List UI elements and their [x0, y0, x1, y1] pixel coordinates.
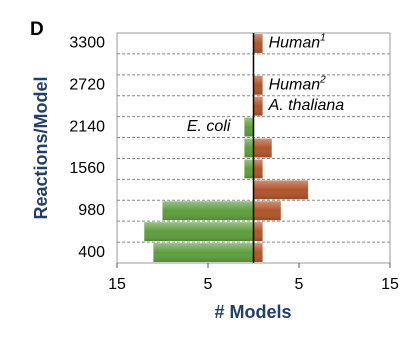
y-tick-label: 980	[78, 202, 105, 219]
annotation-text: A. thaliana	[268, 97, 345, 114]
annotation-text: Human	[269, 76, 321, 93]
annotation: A. thaliana	[268, 97, 345, 114]
bar-shade	[253, 222, 263, 242]
x-tick-label: 5	[295, 276, 304, 293]
annotation-text: Human	[269, 35, 321, 52]
bar-shade	[244, 138, 254, 158]
panel-label: D	[30, 19, 44, 40]
annotation-text: E. coli	[187, 118, 231, 135]
bar-shade	[253, 243, 263, 262]
x-tick-label: 15	[108, 276, 126, 293]
x-tick-label: 15	[381, 276, 399, 293]
y-tick-label: 2140	[69, 118, 105, 135]
bar-shade	[244, 117, 254, 137]
bar-shade	[253, 75, 263, 95]
bar-shade	[153, 243, 254, 262]
bar-shade	[253, 138, 272, 158]
annotation: Human2	[269, 74, 327, 94]
annotation: E. coli	[187, 118, 231, 135]
y-tick-label: 400	[78, 244, 105, 261]
y-tick-label: 3300	[69, 35, 105, 52]
bar-shade	[253, 180, 309, 200]
bar-shade	[144, 222, 254, 242]
bar-shade	[253, 96, 263, 116]
x-tick-label: 5	[204, 276, 213, 293]
annotation-sup: 2	[319, 74, 326, 85]
bar-shade	[162, 201, 254, 221]
bar-shade	[253, 201, 281, 221]
y-tick-label: 2720	[69, 76, 105, 93]
annotation: Human1	[269, 32, 326, 52]
x-axis-title: # Models	[214, 302, 291, 322]
y-tick-label: 1560	[69, 160, 105, 177]
bar-shade	[253, 159, 263, 179]
y-axis-title: Reactions/Model	[31, 76, 51, 219]
annotation-sup: 1	[320, 32, 326, 43]
bar-shade	[253, 34, 263, 53]
bar-shade	[244, 159, 254, 179]
